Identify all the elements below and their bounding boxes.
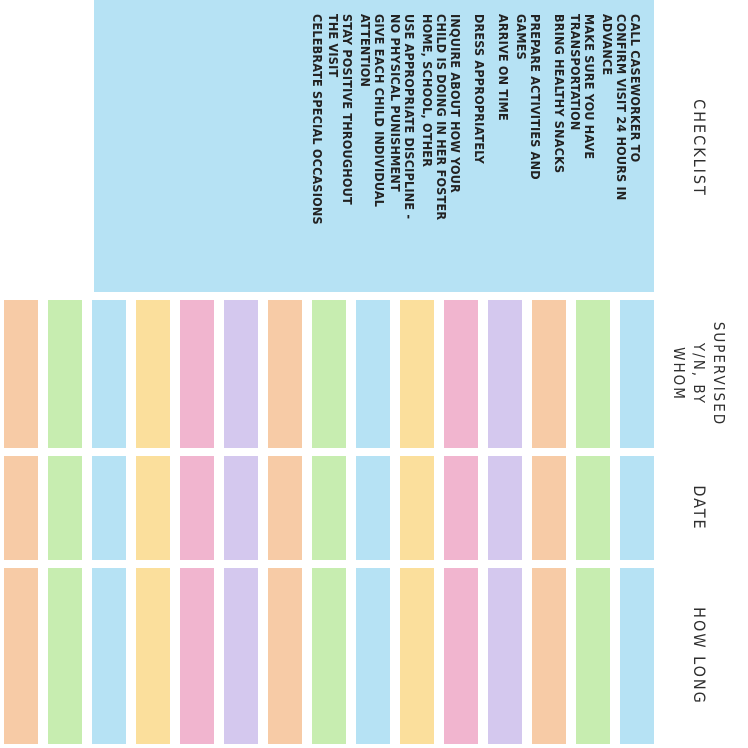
supervised-cell[interactable] <box>444 300 478 448</box>
checklist-item: STAY POSITIVE THROUGHOUT THE VISIT <box>326 14 355 205</box>
how-long-cell[interactable] <box>312 568 346 744</box>
checklist-item: CALL CASEWORKER TO CONFIRM VISIT 24 HOUR… <box>600 14 643 201</box>
date-cell[interactable] <box>444 456 478 560</box>
how-long-cell[interactable] <box>488 568 522 744</box>
checklist-item: BRING HEALTHY SNACKS <box>552 14 567 174</box>
how-long-cell[interactable] <box>180 568 214 744</box>
how-long-cell[interactable] <box>356 568 390 744</box>
supervised-header: SUPERVISED Y/N, BY WHOM <box>670 321 728 427</box>
date-cell[interactable] <box>180 456 214 560</box>
supervised-cell[interactable] <box>576 300 610 448</box>
supervised-cell[interactable] <box>356 300 390 448</box>
date-cell[interactable] <box>576 456 610 560</box>
checklist-item: USE APPROPRIATE DISCIPLINE - NO PHYSICAL… <box>388 14 417 220</box>
date-cell[interactable] <box>356 456 390 560</box>
how-long-cell[interactable] <box>48 568 82 744</box>
checklist-header: CHECKLIST <box>690 99 709 197</box>
supervised-cell[interactable] <box>4 300 38 448</box>
date-cell[interactable] <box>532 456 566 560</box>
supervised-cell[interactable] <box>48 300 82 448</box>
checklist-item: INQUIRE ABOUT HOW YOUR CHILD IS DOING IN… <box>420 14 463 221</box>
how-long-cell[interactable] <box>224 568 258 744</box>
checklist-panel: CALL CASEWORKER TO CONFIRM VISIT 24 HOUR… <box>94 0 654 292</box>
supervised-cell[interactable] <box>312 300 346 448</box>
checklist-items: CALL CASEWORKER TO CONFIRM VISIT 24 HOUR… <box>94 0 654 292</box>
supervised-cell[interactable] <box>488 300 522 448</box>
date-cell[interactable] <box>620 456 654 560</box>
checklist-item: MAKE SURE YOU HAVE TRANSPORTATION <box>568 14 597 160</box>
how-long-cell[interactable] <box>92 568 126 744</box>
date-cell[interactable] <box>48 456 82 560</box>
date-cell[interactable] <box>92 456 126 560</box>
supervised-cell[interactable] <box>136 300 170 448</box>
checklist-item: PREPARE ACTIVITIES AND GAMES <box>514 14 543 180</box>
date-cell[interactable] <box>136 456 170 560</box>
checklist-item: DRESS APPROPRIATELY <box>472 14 487 164</box>
how-long-cell[interactable] <box>400 568 434 744</box>
supervised-cell[interactable] <box>400 300 434 448</box>
how-long-cell[interactable] <box>268 568 302 744</box>
how-long-header: HOW LONG <box>690 607 709 705</box>
supervised-cell[interactable] <box>180 300 214 448</box>
date-cell[interactable] <box>488 456 522 560</box>
checklist-item: CELEBRATE SPECIAL OCCASIONS <box>310 14 325 225</box>
date-cell[interactable] <box>4 456 38 560</box>
how-long-cell[interactable] <box>444 568 478 744</box>
how-long-cell[interactable] <box>532 568 566 744</box>
how-long-cell[interactable] <box>4 568 38 744</box>
supervised-cell[interactable] <box>224 300 258 448</box>
date-header: DATE <box>690 485 709 531</box>
date-cell[interactable] <box>400 456 434 560</box>
how-long-cell[interactable] <box>136 568 170 744</box>
supervised-cell[interactable] <box>532 300 566 448</box>
supervised-cell[interactable] <box>92 300 126 448</box>
date-cell[interactable] <box>268 456 302 560</box>
date-cell[interactable] <box>312 456 346 560</box>
checklist-item: ARRIVE ON TIME <box>496 14 511 121</box>
how-long-cell[interactable] <box>576 568 610 744</box>
checklist-item: GIVE EACH CHILD INDIVIDUAL ATTENTION <box>358 14 387 208</box>
date-cell[interactable] <box>224 456 258 560</box>
supervised-cell[interactable] <box>620 300 654 448</box>
supervised-cell[interactable] <box>268 300 302 448</box>
how-long-cell[interactable] <box>620 568 654 744</box>
